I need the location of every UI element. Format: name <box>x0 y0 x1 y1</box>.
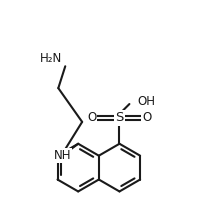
Text: NH: NH <box>54 149 71 162</box>
Text: S: S <box>115 111 124 124</box>
Text: H₂N: H₂N <box>40 52 62 65</box>
Text: OH: OH <box>137 95 155 108</box>
Text: O: O <box>143 111 152 124</box>
Text: O: O <box>87 111 96 124</box>
